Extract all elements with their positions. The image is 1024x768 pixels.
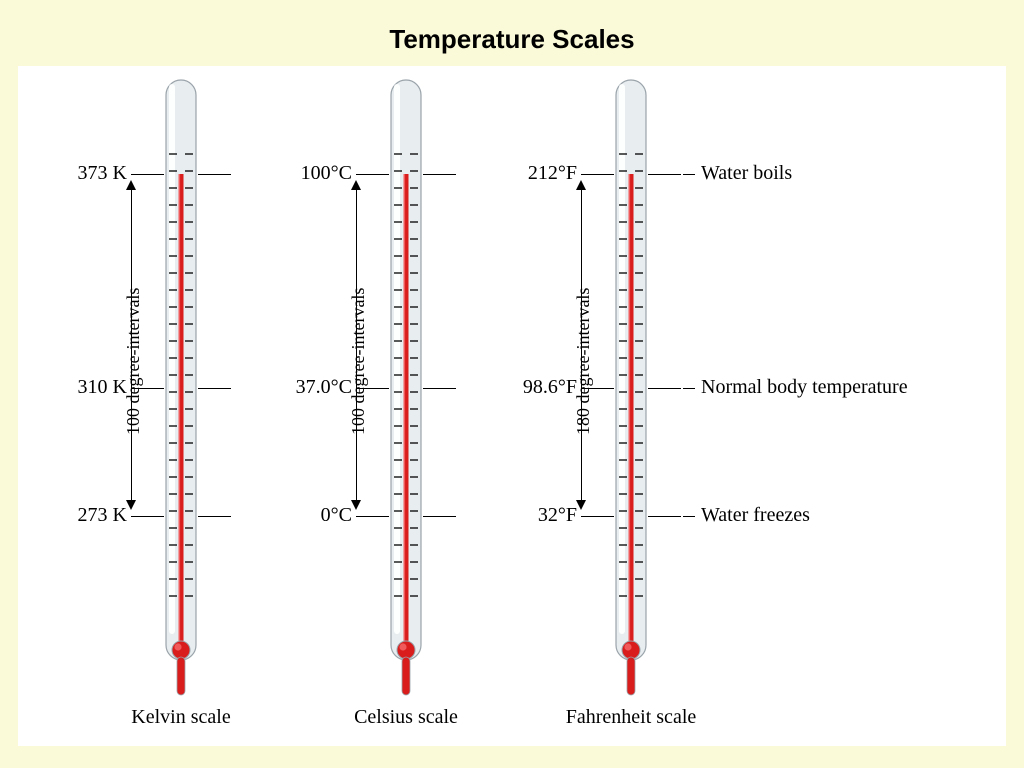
fahrenheit-connector-left-freeze xyxy=(581,516,614,517)
fahrenheit-interval-arrowhead-down xyxy=(576,500,586,510)
page-title: Temperature Scales xyxy=(0,24,1024,55)
fahrenheit-label-boil: 212°F xyxy=(487,162,577,185)
fahrenheit-connector-right-freeze xyxy=(648,516,681,517)
description-boil: Water boils xyxy=(701,162,1001,185)
description-body: Normal body temperature xyxy=(701,376,1001,399)
fahrenheit-connector-right-boil xyxy=(648,174,681,175)
diagram-panel: 373 K310 K273 K100 degree-intervalsKelvi… xyxy=(18,66,1006,746)
desc-connector-freeze xyxy=(683,516,695,517)
description-freeze: Water freezes xyxy=(701,504,1001,527)
fahrenheit-interval-arrowhead-up xyxy=(576,180,586,190)
fahrenheit-caption: Fahrenheit scale xyxy=(541,706,721,729)
page: Temperature Scales 373 K310 K273 K100 de… xyxy=(0,0,1024,768)
fahrenheit-connector-right-body xyxy=(648,388,681,389)
desc-connector-boil xyxy=(683,174,695,175)
fahrenheit-connector-left-boil xyxy=(581,174,614,175)
fahrenheit-interval-label: 180 degree-intervals xyxy=(573,288,594,435)
fahrenheit-label-freeze: 32°F xyxy=(487,504,577,527)
fahrenheit-label-body: 98.6°F xyxy=(487,376,577,399)
desc-connector-body xyxy=(683,388,695,389)
